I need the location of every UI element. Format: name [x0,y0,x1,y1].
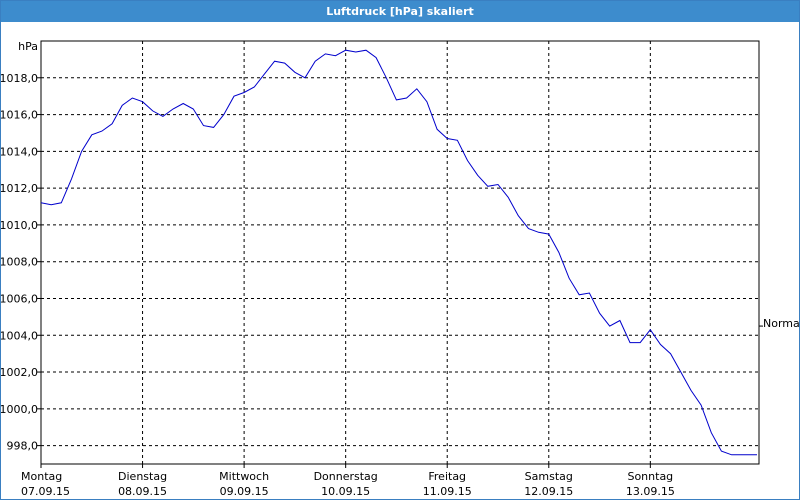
x-tick-date-label: 09.09.15 [220,485,269,498]
y-tick-label: 1018,0 [1,72,38,85]
vertical-gridlines [142,41,651,464]
x-axis-ticks: Montag 07.09.15 Dienstag 08.09.15 Mittwoch 09… [21,325,763,498]
y-tick-label: 1006,0 [1,292,38,305]
x-tick-date-label: 07.09.15 [21,485,70,498]
y-tick-label: 998,0 [7,440,39,453]
y-tick-label: 1016,0 [1,109,38,122]
x-tick-date-label: 11.09.15 [423,485,472,498]
y-tick-label: 1012,0 [1,182,38,195]
x-tick-date-label: 10.09.15 [321,485,370,498]
y-tick-label: 1002,0 [1,366,38,379]
reference-label: Normal [763,317,799,330]
y-tick-label: 1010,0 [1,219,38,232]
x-tick-day-label: Dienstag [118,470,167,483]
x-tick-date-label: 13.09.15 [626,485,675,498]
y-tick-label: 1000,0 [1,403,38,416]
x-tick-date-label: 12.09.15 [524,485,573,498]
x-tick-date-label: 08.09.15 [118,485,167,498]
x-tick-day-label: Donnerstag [314,470,378,483]
x-tick-day-label: Montag [21,470,62,483]
plot-area [40,40,760,465]
y-tick-label: 1014,0 [1,145,38,158]
y-axis-ticks: 998,0 1000,0 1002,0 1004,0 1006,0 1008,0 1010,… [1,72,41,453]
x-tick-day-label: Freitag [428,470,466,483]
x-tick-day-label: Sonntag [627,470,673,483]
series-line [40,49,757,456]
y-tick-label: 1004,0 [1,329,38,342]
y-axis-label: hPa [18,40,38,53]
x-tick-day-label: Mittwoch [219,470,269,483]
y-tick-label: 1008,0 [1,256,38,269]
x-tick-day-label: Samstag [525,470,573,483]
window-title: Luftdruck [hPa] skaliert [1,1,799,22]
